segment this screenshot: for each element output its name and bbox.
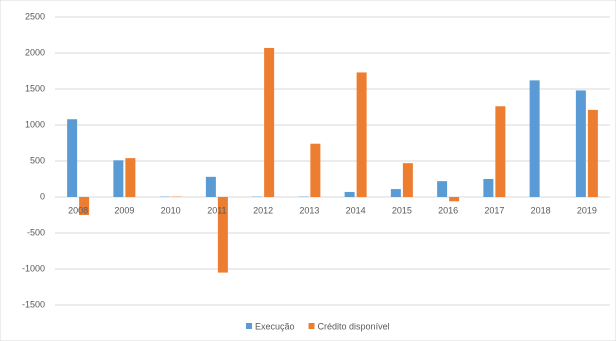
bar [402, 163, 413, 197]
bar [113, 160, 124, 197]
x-tick-label: 2011 [207, 205, 226, 215]
y-tick-label: -1500 [22, 299, 45, 309]
legend-swatch [246, 323, 252, 329]
x-tick-label: 2019 [577, 205, 597, 215]
x-tick-label: 2015 [392, 205, 412, 215]
y-tick-label: 1000 [25, 119, 45, 129]
bar [575, 90, 586, 197]
bar [310, 143, 321, 197]
y-tick-label: -1000 [22, 263, 45, 273]
y-tick-label: 500 [30, 155, 45, 165]
x-tick-label: 2012 [253, 205, 273, 215]
legend-label: Crédito disponível [318, 321, 390, 331]
y-tick-label: 1500 [25, 83, 45, 93]
x-tick-label: 2018 [531, 205, 551, 215]
x-tick-label: 2010 [161, 205, 181, 215]
bar [205, 176, 216, 197]
x-tick-label: 2008 [68, 205, 88, 215]
y-tick-label: 2000 [25, 47, 45, 57]
x-tick-label: 2016 [438, 205, 458, 215]
bar [125, 158, 136, 197]
bar [79, 197, 90, 215]
y-tick-label: 0 [40, 191, 45, 201]
bar [529, 80, 540, 197]
x-tick-label: 2014 [346, 205, 366, 215]
x-tick-label: 2009 [114, 205, 134, 215]
x-tick-label: 2013 [299, 205, 319, 215]
y-tick-label: -500 [27, 227, 45, 237]
bar [449, 197, 460, 202]
y-tick-label: 2500 [25, 11, 45, 21]
bar [495, 106, 506, 197]
bar [437, 181, 448, 197]
bar [67, 119, 78, 197]
bar [217, 197, 228, 273]
bar [483, 179, 494, 197]
legend-swatch [308, 323, 315, 329]
bar [587, 109, 598, 197]
bar [356, 72, 367, 197]
bar [344, 191, 355, 197]
legend-label: Execução [255, 321, 295, 331]
bar [390, 189, 401, 197]
x-tick-label: 2017 [484, 205, 504, 215]
bar [264, 47, 275, 198]
